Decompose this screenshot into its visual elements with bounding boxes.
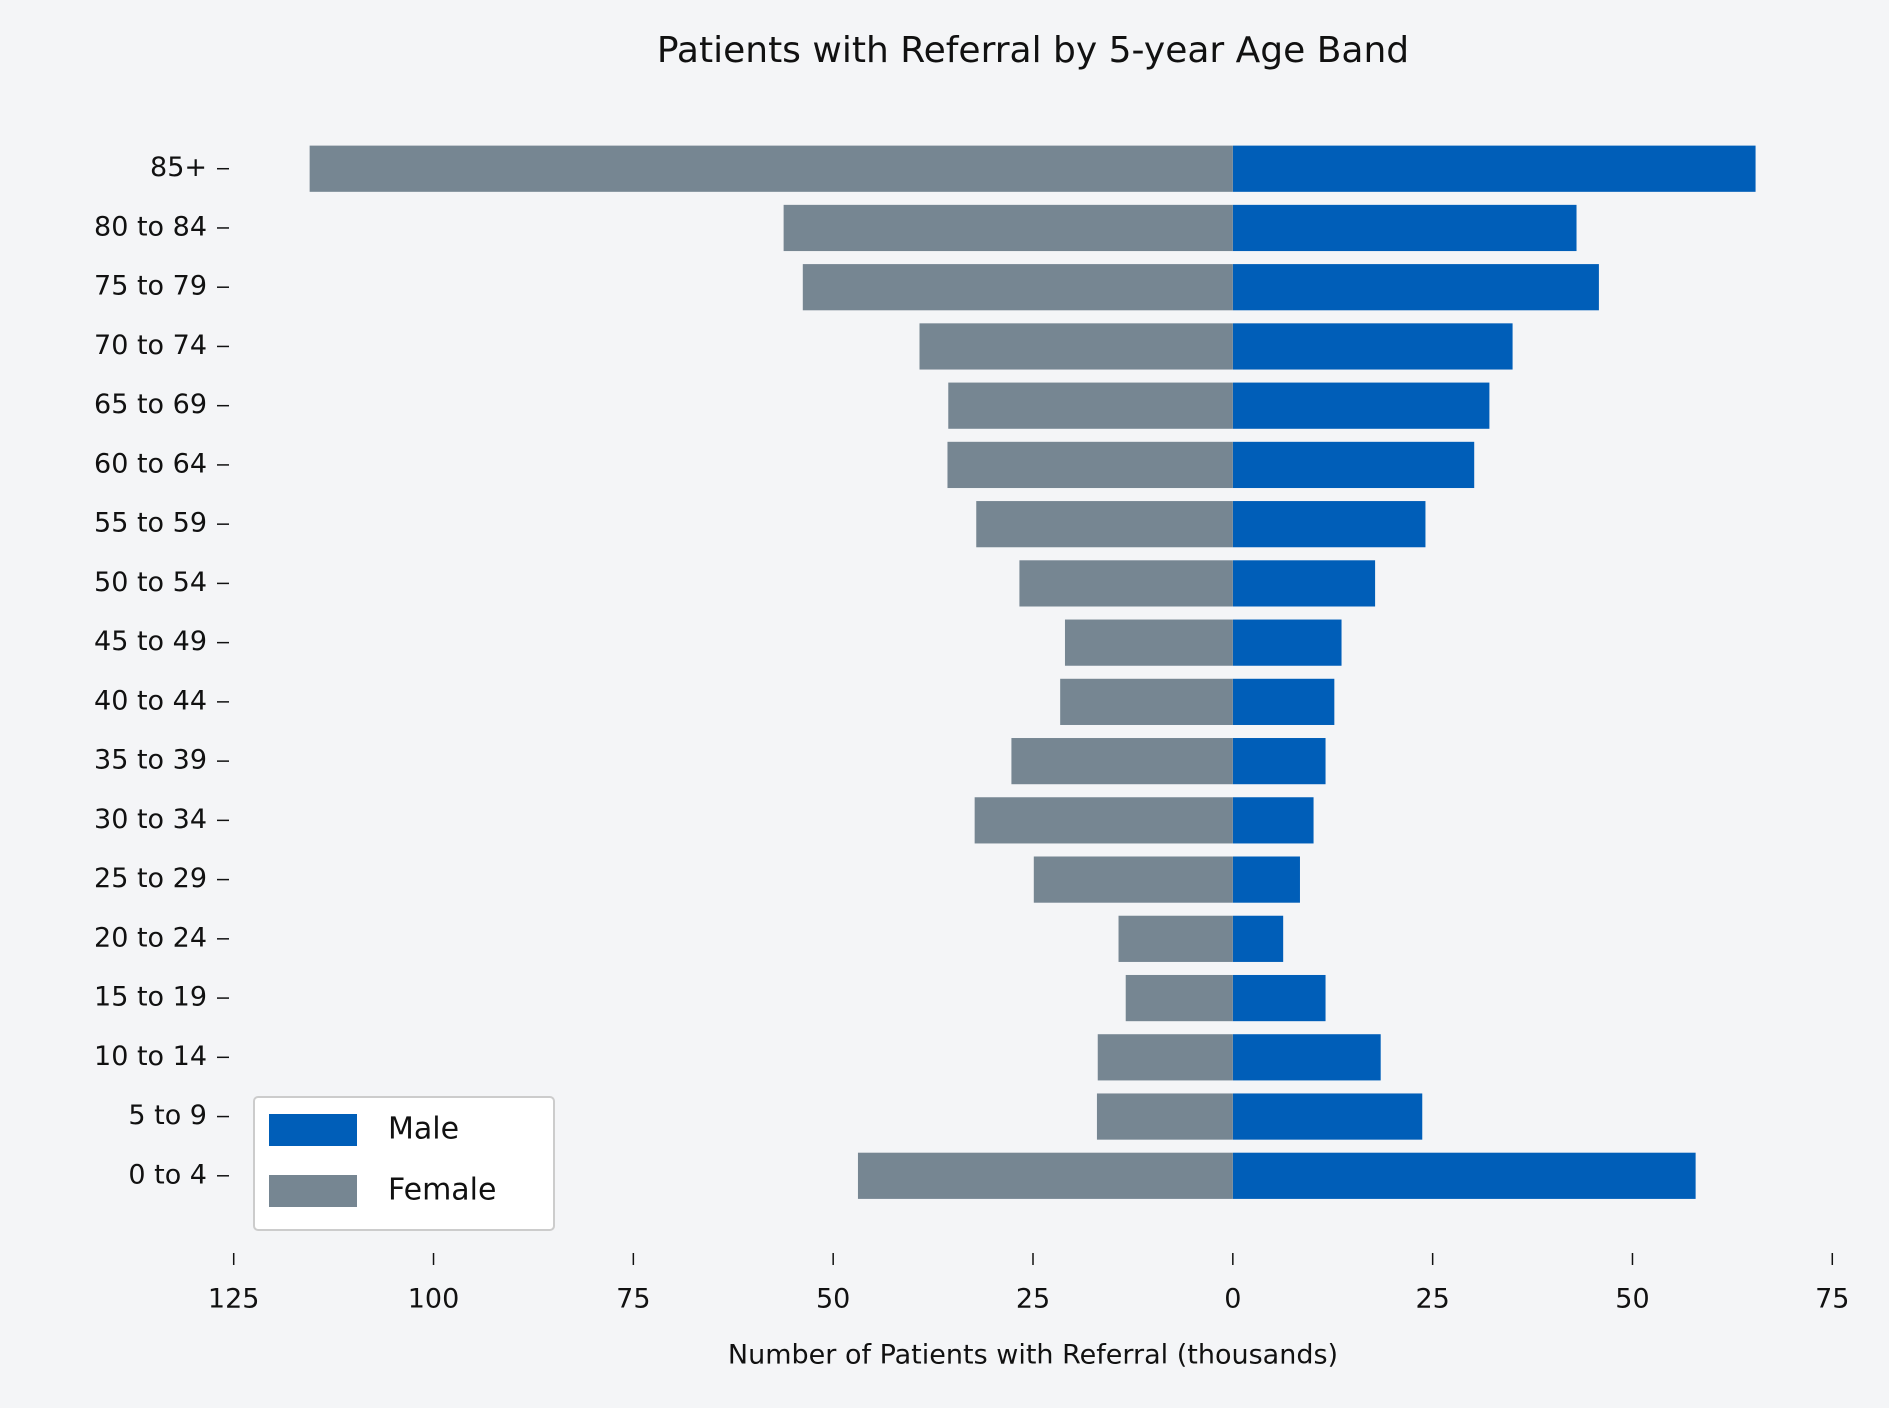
y-tick-label: 50 to 54 [94, 567, 207, 598]
bar [1125, 974, 1233, 1022]
bar [1232, 797, 1314, 844]
y-tick-label: 20 to 24 [94, 922, 207, 953]
bar [1118, 915, 1233, 962]
bar [1011, 738, 1233, 785]
legend-label: Female [388, 1173, 496, 1208]
bar [1232, 1093, 1423, 1140]
y-tick-label: 5 to 9 [128, 1100, 207, 1131]
bar [1232, 1034, 1381, 1081]
y-tick-label: 15 to 19 [94, 982, 207, 1013]
y-tick-label: 80 to 84 [94, 211, 207, 242]
legend-label: Male [388, 1112, 459, 1147]
bar [1232, 382, 1490, 429]
y-tick-label: 0 to 4 [128, 1159, 207, 1190]
bar [857, 1152, 1233, 1199]
bar [802, 264, 1233, 311]
bar [1232, 145, 1756, 192]
bar [1232, 441, 1475, 489]
bar [1232, 323, 1513, 370]
bar [1232, 204, 1577, 252]
bar [1097, 1034, 1233, 1081]
y-tick-label: 55 to 59 [94, 508, 207, 539]
x-tick-label: 50 [816, 1284, 850, 1315]
y-tick-label: 30 to 34 [94, 804, 207, 835]
bar [309, 145, 1233, 192]
bar [1064, 619, 1233, 666]
bar [947, 441, 1233, 489]
bar [1019, 560, 1233, 607]
bar [919, 323, 1233, 370]
x-tick-label: 25 [1415, 1284, 1449, 1315]
x-tick-label: 75 [616, 1284, 650, 1315]
x-tick-label: 100 [408, 1284, 460, 1315]
legend-swatch [269, 1175, 357, 1207]
y-tick-label: 60 to 64 [94, 448, 207, 479]
bar [1096, 1093, 1233, 1140]
x-tick-label: 75 [1815, 1284, 1849, 1315]
bar [976, 501, 1233, 548]
bar [1232, 619, 1342, 666]
y-tick-label: 40 to 44 [94, 685, 207, 716]
y-tick-label: 35 to 39 [94, 745, 207, 776]
x-tick-label: 125 [208, 1284, 260, 1315]
y-tick-label: 65 to 69 [94, 389, 207, 420]
y-tick-label: 70 to 74 [94, 330, 207, 361]
bar [1033, 856, 1233, 903]
chart-title: Patients with Referral by 5-year Age Ban… [657, 30, 1409, 71]
bar [1232, 915, 1284, 962]
bar [1060, 678, 1233, 725]
bar [1232, 678, 1335, 725]
bar [1232, 738, 1326, 785]
y-tick-label: 25 to 29 [94, 863, 207, 894]
x-tick-label: 25 [1016, 1284, 1050, 1315]
x-tick-label: 0 [1224, 1284, 1241, 1315]
bar [1232, 856, 1300, 903]
legend: Male Female [253, 1096, 555, 1231]
y-tick-label: 10 to 14 [94, 1041, 207, 1072]
bar [1232, 264, 1599, 311]
y-tick-label: 85+ [150, 152, 207, 183]
y-tick-label: 75 to 79 [94, 271, 207, 302]
bar [783, 204, 1233, 252]
x-tick-label: 50 [1615, 1284, 1649, 1315]
x-axis-label: Number of Patients with Referral (thousa… [728, 1340, 1338, 1371]
bar [974, 797, 1233, 844]
bar [1232, 974, 1326, 1022]
legend-swatch [269, 1114, 357, 1146]
y-tick-label: 45 to 49 [94, 626, 207, 657]
bar [948, 382, 1233, 429]
bar [1232, 501, 1426, 548]
bar [1232, 1152, 1696, 1199]
bar [1232, 560, 1376, 607]
